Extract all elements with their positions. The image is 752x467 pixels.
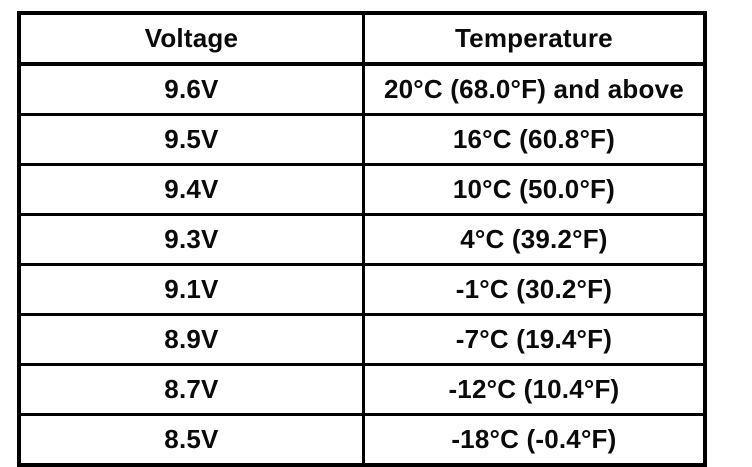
temperature-cell: 10°C (50.0°F) [361, 163, 707, 216]
voltage-cell: 8.7V [17, 363, 365, 416]
temperature-column-header: Temperature [361, 11, 707, 66]
voltage-temperature-table: Voltage Temperature 9.6V 20°C (68.0°F) a… [17, 11, 707, 467]
header-row: Voltage Temperature [17, 11, 707, 66]
table-row: 9.6V 20°C (68.0°F) and above [17, 62, 707, 116]
table-row: 9.1V -1°C (30.2°F) [17, 263, 707, 316]
voltage-cell: 9.1V [17, 263, 365, 316]
temperature-cell: -18°C (-0.4°F) [361, 413, 707, 467]
table-row: 9.4V 10°C (50.0°F) [17, 163, 707, 216]
table-row: 8.7V -12°C (10.4°F) [17, 363, 707, 416]
scanned-document-page: Voltage Temperature 9.6V 20°C (68.0°F) a… [17, 11, 707, 467]
voltage-cell: 8.5V [17, 413, 365, 467]
temperature-cell: -7°C (19.4°F) [361, 313, 707, 366]
voltage-cell: 9.5V [17, 113, 365, 166]
voltage-cell: 8.9V [17, 313, 365, 366]
table-row: 8.9V -7°C (19.4°F) [17, 313, 707, 366]
temperature-cell: -12°C (10.4°F) [361, 363, 707, 416]
voltage-cell: 9.3V [17, 213, 365, 266]
table-row: 9.5V 16°C (60.8°F) [17, 113, 707, 166]
temperature-cell: 16°C (60.8°F) [361, 113, 707, 166]
temperature-cell: 20°C (68.0°F) and above [361, 62, 707, 116]
temperature-cell: 4°C (39.2°F) [361, 213, 707, 266]
voltage-cell: 9.6V [17, 62, 365, 116]
voltage-column-header: Voltage [17, 11, 365, 66]
voltage-cell: 9.4V [17, 163, 365, 216]
temperature-cell: -1°C (30.2°F) [361, 263, 707, 316]
table-row: 8.5V -18°C (-0.4°F) [17, 413, 707, 467]
table-row: 9.3V 4°C (39.2°F) [17, 213, 707, 266]
